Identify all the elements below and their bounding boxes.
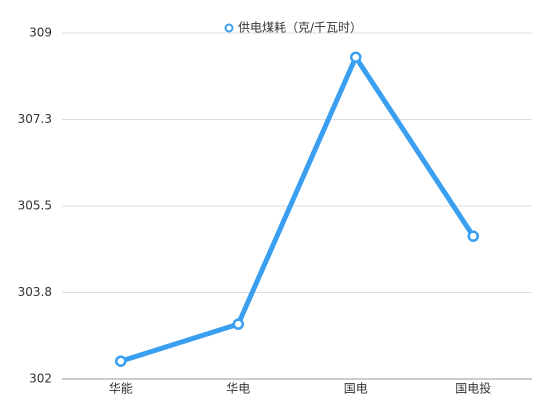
x-tick-label: 华电	[226, 382, 250, 396]
point	[232, 318, 244, 330]
y-tick-label: 302	[29, 372, 52, 386]
x-tick-label: 华能	[109, 382, 133, 396]
point	[115, 355, 127, 367]
point	[350, 51, 362, 63]
legend-label: 供电煤耗（克/千瓦时）	[238, 21, 362, 35]
y-tick-label: 307.3	[18, 112, 52, 126]
point	[467, 230, 479, 242]
y-tick-label: 305.5	[18, 199, 52, 213]
line	[119, 54, 476, 364]
y-tick-label: 303.8	[18, 285, 52, 299]
y-tick-label: 309	[29, 26, 52, 40]
x-tick-label: 国电投	[455, 381, 491, 396]
legend-marker	[224, 23, 234, 33]
x-tick-label: 国电	[344, 382, 368, 396]
